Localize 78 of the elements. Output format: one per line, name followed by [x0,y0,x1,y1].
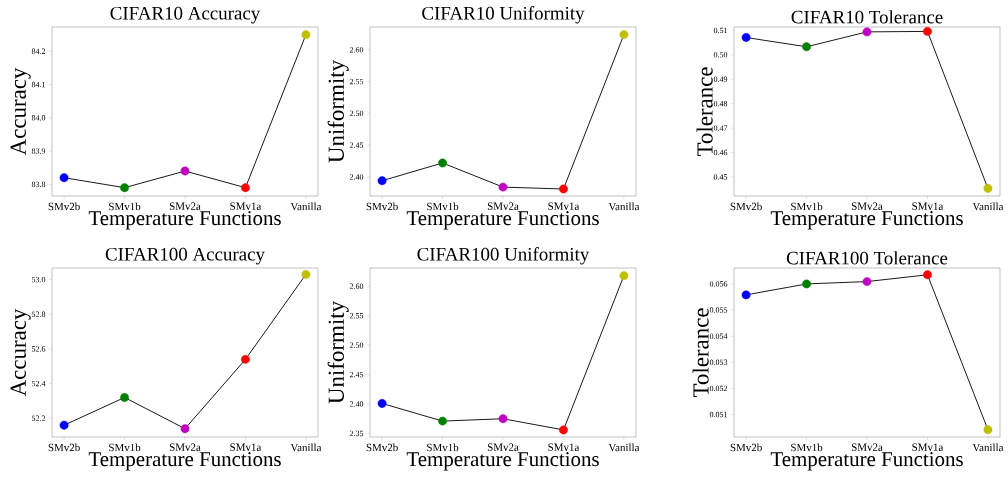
y-axis-title: Tolerance [696,67,713,157]
point [241,183,250,193]
x-tick-label: SMv1b [427,202,459,211]
x-tick-label: SMv2b [366,443,398,452]
point [59,420,69,430]
x-tick-label: SMv1b [427,443,459,452]
point [802,42,811,52]
x-axis-title: Temperature Functions [770,211,963,230]
point [438,416,447,426]
x-tick-label: SMv2b [48,443,80,452]
x-tick-label: Vanilla [972,443,1004,452]
y-axis-title: Uniformity [327,60,349,163]
chart-title: CIFAR10 Accuracy [110,6,261,24]
point [377,399,387,408]
y-axis-title: Tolerance [692,308,709,398]
x-axis-title: Temperature Functions [406,211,599,230]
point [741,33,751,42]
x-tick-label: Vanilla [290,202,322,211]
chart-title: CIFAR10 Uniformity [422,6,585,24]
point [862,277,872,286]
x-tick-label: SMv1a [548,202,580,210]
x-tick-label: SMv1a [912,443,944,451]
point [120,393,129,402]
chart-title: CIFAR100 Accuracy [105,247,265,265]
point [377,176,387,186]
point [301,30,311,40]
y-axis-title: Accuracy [10,67,31,156]
x-tick-label: SMv1b [109,202,141,211]
x-tick-label: SMv1a [548,443,580,451]
chart-title: CIFAR100 Uniformity [417,247,590,265]
x-tick-label: SMv2a [851,202,883,210]
point [498,414,508,424]
x-tick-label: SMv2b [730,443,762,452]
point [241,354,250,364]
point [802,279,811,289]
point [983,184,993,193]
y-axis-title: Uniformity [327,301,349,404]
point [862,27,872,37]
point [59,173,69,183]
point [559,184,568,194]
point [180,424,190,434]
point [619,271,629,281]
x-tick-label: SMv2a [487,202,519,210]
x-tick-label: SMv1a [230,443,262,451]
x-axis-title: Temperature Functions [770,452,963,471]
point [498,182,508,192]
x-tick-label: SMv2a [169,443,201,451]
point [301,270,311,279]
x-axis-title: Temperature Functions [406,452,599,471]
chart-title: CIFAR10 Tolerance [791,10,943,24]
x-tick-label: Vanilla [972,202,1004,211]
y-axis-title: Accuracy [10,308,31,397]
point [923,26,932,36]
x-tick-label: SMv2a [851,443,883,451]
point [983,425,993,435]
point [180,166,190,176]
point [559,425,568,435]
x-tick-label: SMv1b [791,202,823,211]
x-axis-title: Temperature Functions [88,452,281,471]
x-tick-label: Vanilla [608,202,640,211]
x-axis-title: Temperature Functions [88,211,281,230]
x-tick-label: Vanilla [290,443,322,452]
x-tick-label: SMv2a [169,202,201,210]
point [741,290,751,300]
point [619,30,629,40]
x-tick-label: SMv1a [230,202,262,210]
x-tick-label: SMv1a [912,202,944,210]
point [438,158,447,168]
x-tick-label: SMv2b [48,202,80,211]
x-tick-label: SMv2a [487,443,519,451]
chart-title: CIFAR100 Tolerance [786,251,948,265]
x-tick-label: SMv1b [109,443,141,452]
point [120,183,129,193]
point [923,270,932,280]
x-tick-label: SMv1b [791,443,823,452]
x-tick-label: SMv2b [366,202,398,211]
x-tick-label: Vanilla [608,443,640,452]
x-tick-label: SMv2b [730,202,762,211]
